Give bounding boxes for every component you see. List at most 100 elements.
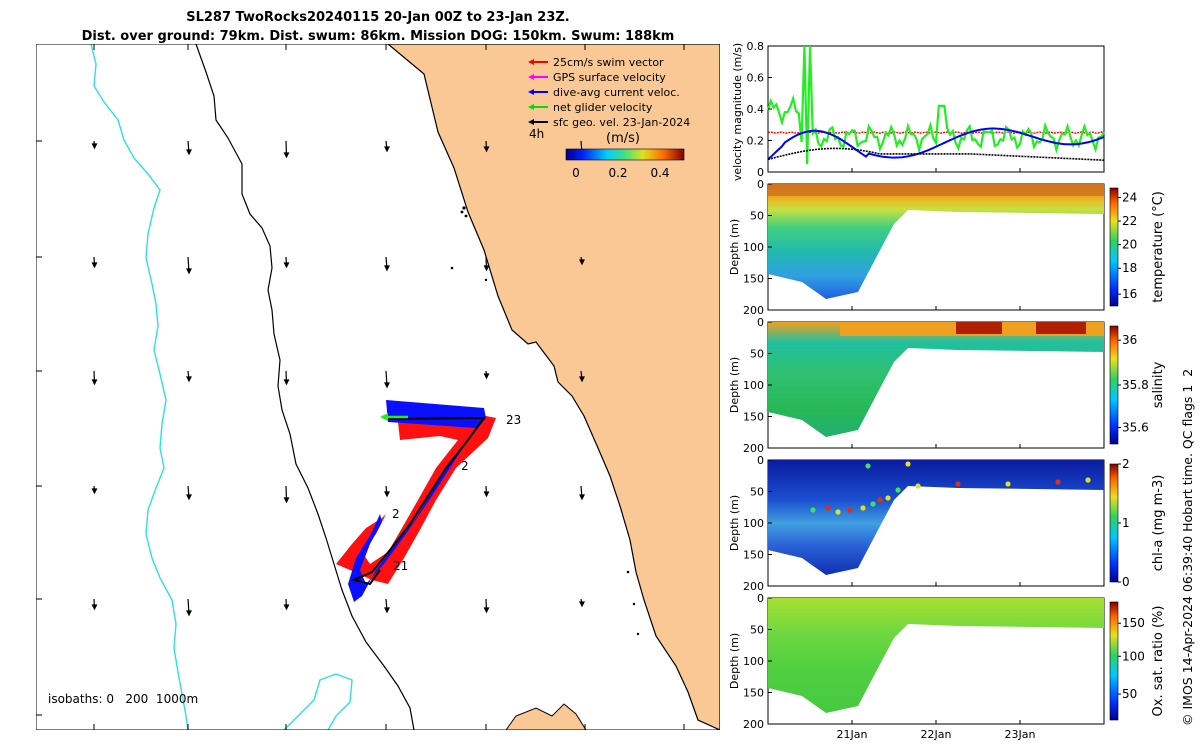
salinity-maximum-b — [1036, 322, 1086, 334]
velocity-ylabel: velocity magnitude (m/s) — [731, 43, 744, 181]
geo-arrowhead — [283, 262, 290, 269]
title-line-2: Dist. over ground: 79km. Dist. swum: 86k… — [81, 29, 675, 44]
chla-hotspot — [1085, 477, 1091, 483]
glider-track-map: 23 2 2 21 25cm/s swim vector GPS surface … — [36, 44, 720, 730]
colorbar-tick-label: 2 — [1122, 457, 1130, 471]
time-tick-label: 23Jan — [1005, 728, 1036, 741]
depth-tick-label: 200 — [743, 304, 764, 317]
depth-tick-label: 100 — [743, 241, 764, 254]
geo-arrowhead — [384, 491, 390, 498]
timestep-label: 4h — [529, 127, 544, 141]
legend-label: dive-avg current veloc. — [553, 86, 680, 99]
geo-arrowhead — [186, 494, 192, 501]
colorbar-tick-label: 20 — [1122, 238, 1137, 252]
depth-tick-label: 50 — [750, 348, 764, 361]
geo-arrowhead — [483, 265, 490, 272]
geo-arrowhead — [186, 149, 192, 156]
chla-hotspot — [915, 483, 921, 489]
current-speed-line — [767, 127, 1105, 161]
chla-hotspot — [825, 505, 831, 511]
net-glider-track — [350, 416, 486, 586]
geo-arrowhead — [384, 265, 390, 272]
chla-hotspot — [1005, 481, 1011, 487]
colorbar-tick-label: 16 — [1122, 287, 1137, 301]
salinity-maximum-a — [956, 322, 1002, 334]
geo-arrowhead — [283, 497, 290, 504]
colorbar-tick-label: 24 — [1122, 190, 1137, 204]
legend-label: 25cm/s swim vector — [553, 56, 664, 69]
geo-arrowhead — [186, 610, 192, 617]
chla-hotspot — [835, 509, 841, 515]
depth-tick-label: 150 — [743, 411, 764, 424]
glider-track: 23 2 2 21 — [336, 400, 521, 602]
track-label-23: 23 — [506, 413, 521, 427]
chla-hotspot — [877, 497, 883, 503]
colorbar-tick-label: 18 — [1122, 261, 1137, 275]
map-legend: 25cm/s swim vector GPS surface velocity di… — [528, 56, 690, 180]
isobath-1000m-south — [283, 673, 353, 730]
velocity-ytick-label: 0.8 — [747, 40, 765, 53]
geo-arrowhead — [283, 379, 290, 386]
velocity-ytick-label: 0 — [757, 166, 764, 179]
track-label-21: 21 — [393, 559, 408, 573]
depth-tick-label: 200 — [743, 718, 764, 731]
temperature-colorbar-label: temperature (°C) — [1151, 191, 1166, 303]
land-mass — [387, 44, 720, 730]
colorbar-unit: (m/s) — [606, 131, 640, 146]
depth-tick-label: 200 — [743, 580, 764, 593]
depth-tick-label: 50 — [750, 624, 764, 637]
velocity-panel: velocity magnitude (m/s) 0 0.2 0.4 0.6 0.8 — [731, 40, 1105, 181]
temperature-depth-label: Depth (m) — [728, 219, 741, 275]
oxygen-colorbar-label: Ox. sat. ratio (%) — [1151, 606, 1166, 717]
depth-tick-label: 100 — [743, 379, 764, 392]
legend-arrowhead — [528, 104, 534, 110]
geo-arrowhead — [283, 604, 290, 611]
legend-arrowhead — [528, 119, 534, 125]
geo-arrowhead — [483, 373, 490, 380]
chla-hotspot — [847, 507, 853, 513]
isobaths-label: isobaths: 0 200 1000m — [48, 692, 198, 706]
speed-colorbar — [565, 148, 685, 161]
chla-hotspot — [1055, 479, 1061, 485]
time-series-panels: velocity magnitude (m/s) 0 0.2 0.4 0.6 0.8 D… — [728, 40, 1166, 741]
geo-arrowhead — [91, 604, 98, 611]
depth-tick-label: 100 — [743, 655, 764, 668]
imos-credit: © IMOS 14-Apr-2024 06:39:40 Hobart time.… — [1180, 369, 1195, 726]
temperature-surface-layer — [768, 184, 1104, 196]
geo-arrowhead — [283, 152, 290, 159]
chla-hotspot — [860, 505, 866, 511]
velocity-ytick-label: 0.6 — [747, 72, 765, 85]
depth-tick-label: 0 — [757, 316, 764, 329]
chla-hotspot — [870, 501, 876, 507]
legend-label: sfc geo. vel. 23-Jan-2024 — [553, 116, 690, 129]
geo-arrowhead — [91, 379, 98, 386]
colorbar-tick-label: 150 — [1122, 616, 1145, 630]
chla-hotspot — [865, 463, 871, 469]
chla-depth-label: Depth (m) — [728, 495, 741, 551]
salinity-colorbar — [1109, 325, 1119, 445]
depth-tick-label: 0 — [757, 178, 764, 191]
legend-arrowhead — [528, 89, 534, 95]
depth-tick-label: 150 — [743, 273, 764, 286]
colorbar-tick-label: 36 — [1122, 333, 1137, 347]
title-line-1: SL287 TwoRocks20240115 20-Jan 00Z to 23-… — [186, 10, 570, 25]
colorbar-tick-label: 22 — [1122, 214, 1137, 228]
geo-arrowhead — [384, 607, 390, 614]
legend-arrowhead — [528, 59, 534, 65]
depth-tick-label: 200 — [743, 442, 764, 455]
legend-arrowhead — [528, 74, 534, 80]
chla-hotspot — [885, 495, 891, 501]
geo-arrowhead — [579, 376, 585, 383]
depth-tick-label: 50 — [750, 486, 764, 499]
colorbar-tick-label: 35.8 — [1122, 378, 1149, 392]
geo-arrowhead — [579, 259, 585, 266]
chla-hotspot — [955, 481, 961, 487]
velocity-ytick-label: 0.4 — [747, 103, 765, 116]
depth-tick-label: 150 — [743, 687, 764, 700]
colorbar-tick-label: 1 — [1122, 516, 1130, 530]
colorbar-tick-0: 0 — [572, 166, 580, 180]
geo-arrowhead — [91, 143, 98, 150]
geo-arrowhead — [384, 146, 390, 153]
temperature-section-panel: Depth (m) 0 50 100 150 200 24 22 20 18 16 temperatu… — [728, 178, 1166, 317]
